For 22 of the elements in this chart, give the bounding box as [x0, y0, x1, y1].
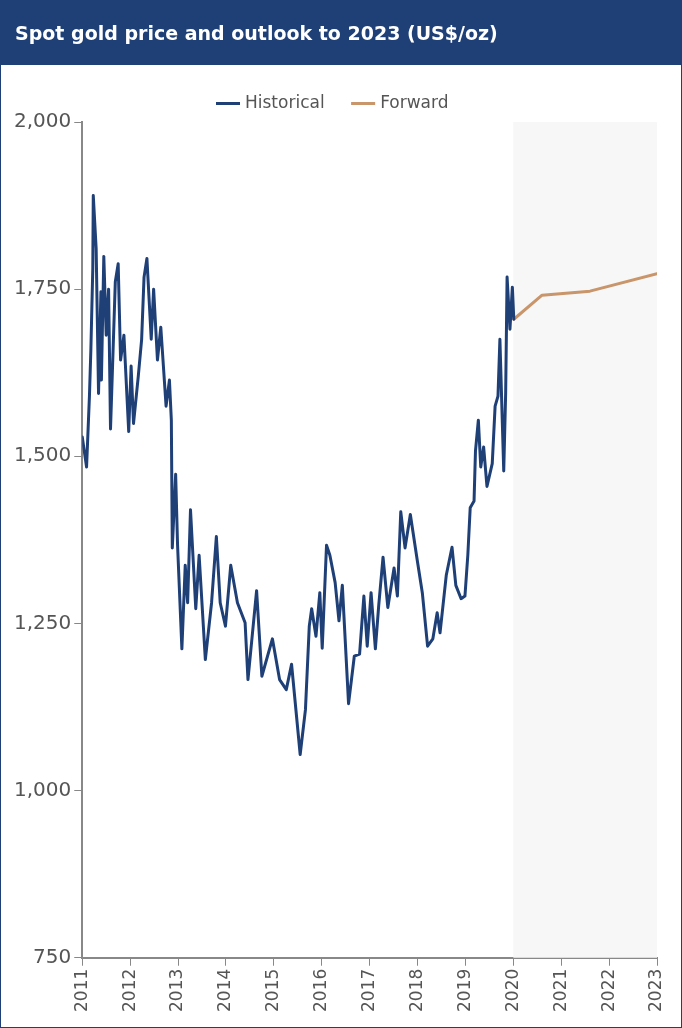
x-tick-label: 2022 [597, 968, 618, 1012]
x-tick-label: 2013 [166, 968, 187, 1012]
y-tick-label: 2,000 [13, 108, 72, 133]
y-tick-label: 1,500 [13, 442, 72, 467]
x-tick-label: 2011 [70, 968, 91, 1012]
y-tick-label: 1,750 [13, 275, 72, 300]
x-tick-label: 2015 [262, 968, 283, 1012]
x-tick-label: 2017 [358, 968, 379, 1012]
x-tick-label: 2014 [214, 968, 235, 1012]
x-tick-label: 2021 [549, 968, 570, 1012]
chart-title: Spot gold price and outlook to 2023 (US$/oz) [1, 1, 681, 65]
y-tick-label: 1,250 [13, 609, 72, 634]
x-tick-label: 2019 [453, 968, 474, 1012]
legend-label: Forward [380, 91, 449, 112]
y-tick-label: 1,000 [13, 776, 72, 801]
x-tick-label: 2023 [645, 968, 666, 1012]
x-tick-label: 2016 [310, 968, 331, 1012]
x-tick-label: 2012 [118, 968, 139, 1012]
x-tick-label: 2018 [405, 968, 426, 1012]
legend-label: Historical [245, 91, 325, 112]
y-tick-label: 750 [33, 943, 72, 968]
x-tick-label: 2020 [501, 968, 522, 1012]
